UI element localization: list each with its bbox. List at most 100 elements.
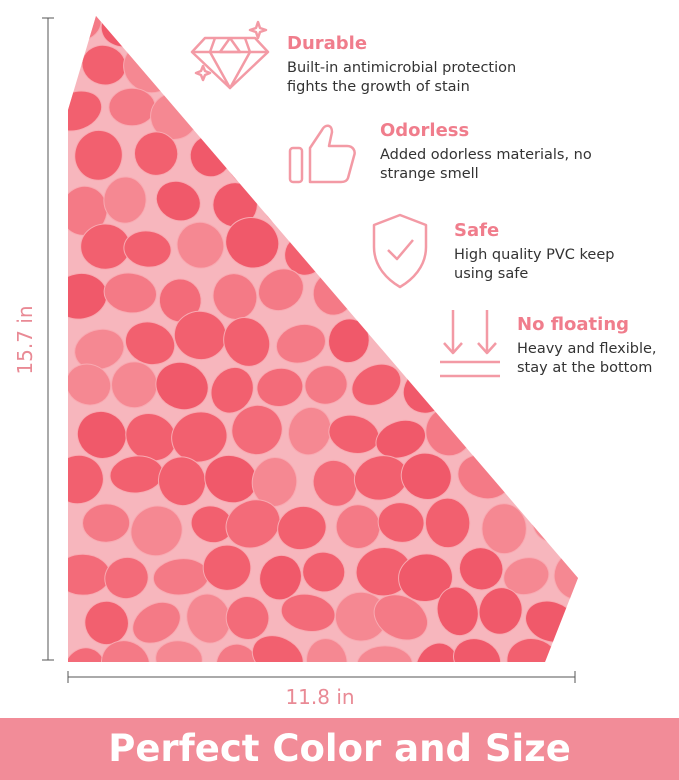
pebble bbox=[124, 321, 176, 366]
pebble bbox=[410, 184, 459, 234]
pebble bbox=[225, 596, 270, 640]
feature: Odorless Added odorless materials, no st… bbox=[380, 120, 592, 184]
pebble bbox=[506, 638, 560, 662]
pebble bbox=[82, 503, 131, 543]
pebble bbox=[68, 454, 104, 505]
pebble bbox=[377, 502, 425, 543]
feature: Safe High quality PVC keep using safe bbox=[454, 220, 614, 284]
pebble bbox=[400, 452, 452, 500]
feature: Durable Built-in antimicrobial protectio… bbox=[287, 33, 516, 97]
pebble bbox=[155, 640, 203, 662]
feature-title: Durable bbox=[287, 33, 368, 54]
pebble bbox=[68, 185, 108, 236]
product-illustration: 15.7 in 11.8 in bbox=[13, 16, 578, 709]
feature-text: stay at the bottom bbox=[517, 360, 653, 376]
feature-text: Built-in antimicrobial protection bbox=[287, 60, 517, 76]
feature-text: fights the growth of stain bbox=[287, 79, 470, 95]
pebble bbox=[104, 556, 149, 600]
pebble bbox=[375, 419, 426, 459]
pebble bbox=[436, 586, 479, 637]
pebble bbox=[328, 318, 370, 364]
pebble bbox=[258, 268, 304, 312]
pebble bbox=[335, 504, 381, 549]
pebble bbox=[171, 411, 228, 463]
pebble bbox=[312, 459, 358, 507]
pebble bbox=[484, 410, 530, 451]
pebble bbox=[132, 601, 181, 644]
pebble bbox=[424, 315, 474, 364]
feature-title: Safe bbox=[454, 220, 500, 241]
pebble bbox=[155, 361, 209, 411]
pebble bbox=[210, 366, 254, 414]
feature-text: Heavy and flexible, bbox=[517, 341, 657, 357]
pebble bbox=[302, 551, 346, 593]
shield-icon bbox=[372, 213, 428, 289]
pebble bbox=[211, 90, 257, 134]
pebble bbox=[351, 363, 402, 406]
pebble bbox=[458, 547, 504, 591]
pebble bbox=[68, 363, 112, 406]
pebble bbox=[80, 223, 131, 270]
feature-text: Added odorless materials, no bbox=[380, 147, 592, 163]
pebble bbox=[158, 456, 207, 507]
feature: No floating Heavy and flexible, stay at … bbox=[517, 314, 657, 378]
feature-text: strange smell bbox=[380, 166, 479, 182]
pebble bbox=[546, 459, 578, 504]
pebble bbox=[251, 635, 304, 662]
pebble bbox=[277, 505, 327, 551]
pebble bbox=[275, 323, 326, 364]
pebble bbox=[398, 553, 453, 603]
pebble bbox=[481, 503, 527, 555]
feature-title: Odorless bbox=[380, 120, 470, 141]
banner: Perfect Color and Size bbox=[0, 718, 679, 780]
diamond-icon bbox=[190, 20, 270, 90]
pebble bbox=[561, 647, 578, 662]
pebble bbox=[527, 412, 578, 451]
pebble bbox=[101, 640, 150, 662]
pebble bbox=[360, 182, 403, 222]
pebble bbox=[74, 328, 125, 371]
pebble bbox=[529, 39, 575, 84]
pebble bbox=[256, 367, 304, 407]
pebble bbox=[202, 544, 252, 591]
icons bbox=[190, 20, 500, 378]
pebble bbox=[415, 642, 459, 662]
pebble bbox=[159, 16, 208, 36]
pebble bbox=[76, 410, 127, 459]
pebble bbox=[155, 180, 201, 222]
pebble bbox=[298, 178, 353, 227]
pebble bbox=[74, 129, 123, 181]
pebble bbox=[373, 594, 428, 641]
pebble bbox=[304, 365, 348, 405]
pebble bbox=[123, 230, 172, 268]
pebble bbox=[103, 272, 157, 314]
pebble bbox=[108, 87, 156, 127]
pebble bbox=[223, 317, 271, 367]
pebble bbox=[478, 587, 523, 635]
pebble bbox=[356, 645, 413, 662]
feature-text: High quality PVC keep bbox=[454, 247, 615, 263]
pebble bbox=[225, 217, 280, 269]
pebble bbox=[68, 647, 107, 662]
feature-text: using safe bbox=[454, 266, 529, 282]
pebble bbox=[130, 505, 183, 557]
pebble bbox=[176, 221, 225, 269]
pebble bbox=[424, 497, 471, 549]
feature-title: No floating bbox=[517, 314, 630, 335]
width-label: 11.8 in bbox=[285, 685, 354, 709]
pebble bbox=[562, 16, 578, 40]
pebble bbox=[453, 638, 502, 662]
pebble bbox=[259, 554, 302, 601]
pebble bbox=[505, 455, 560, 498]
pebble bbox=[503, 557, 550, 596]
pebble bbox=[84, 600, 129, 646]
thumbs-up-icon bbox=[288, 124, 356, 184]
pebble bbox=[103, 176, 147, 224]
dimension-lines bbox=[42, 17, 576, 683]
sink-icon bbox=[440, 310, 500, 378]
pebble bbox=[68, 553, 111, 596]
pebble bbox=[134, 131, 179, 176]
height-label: 15.7 in bbox=[13, 305, 37, 374]
pebble bbox=[280, 593, 336, 632]
